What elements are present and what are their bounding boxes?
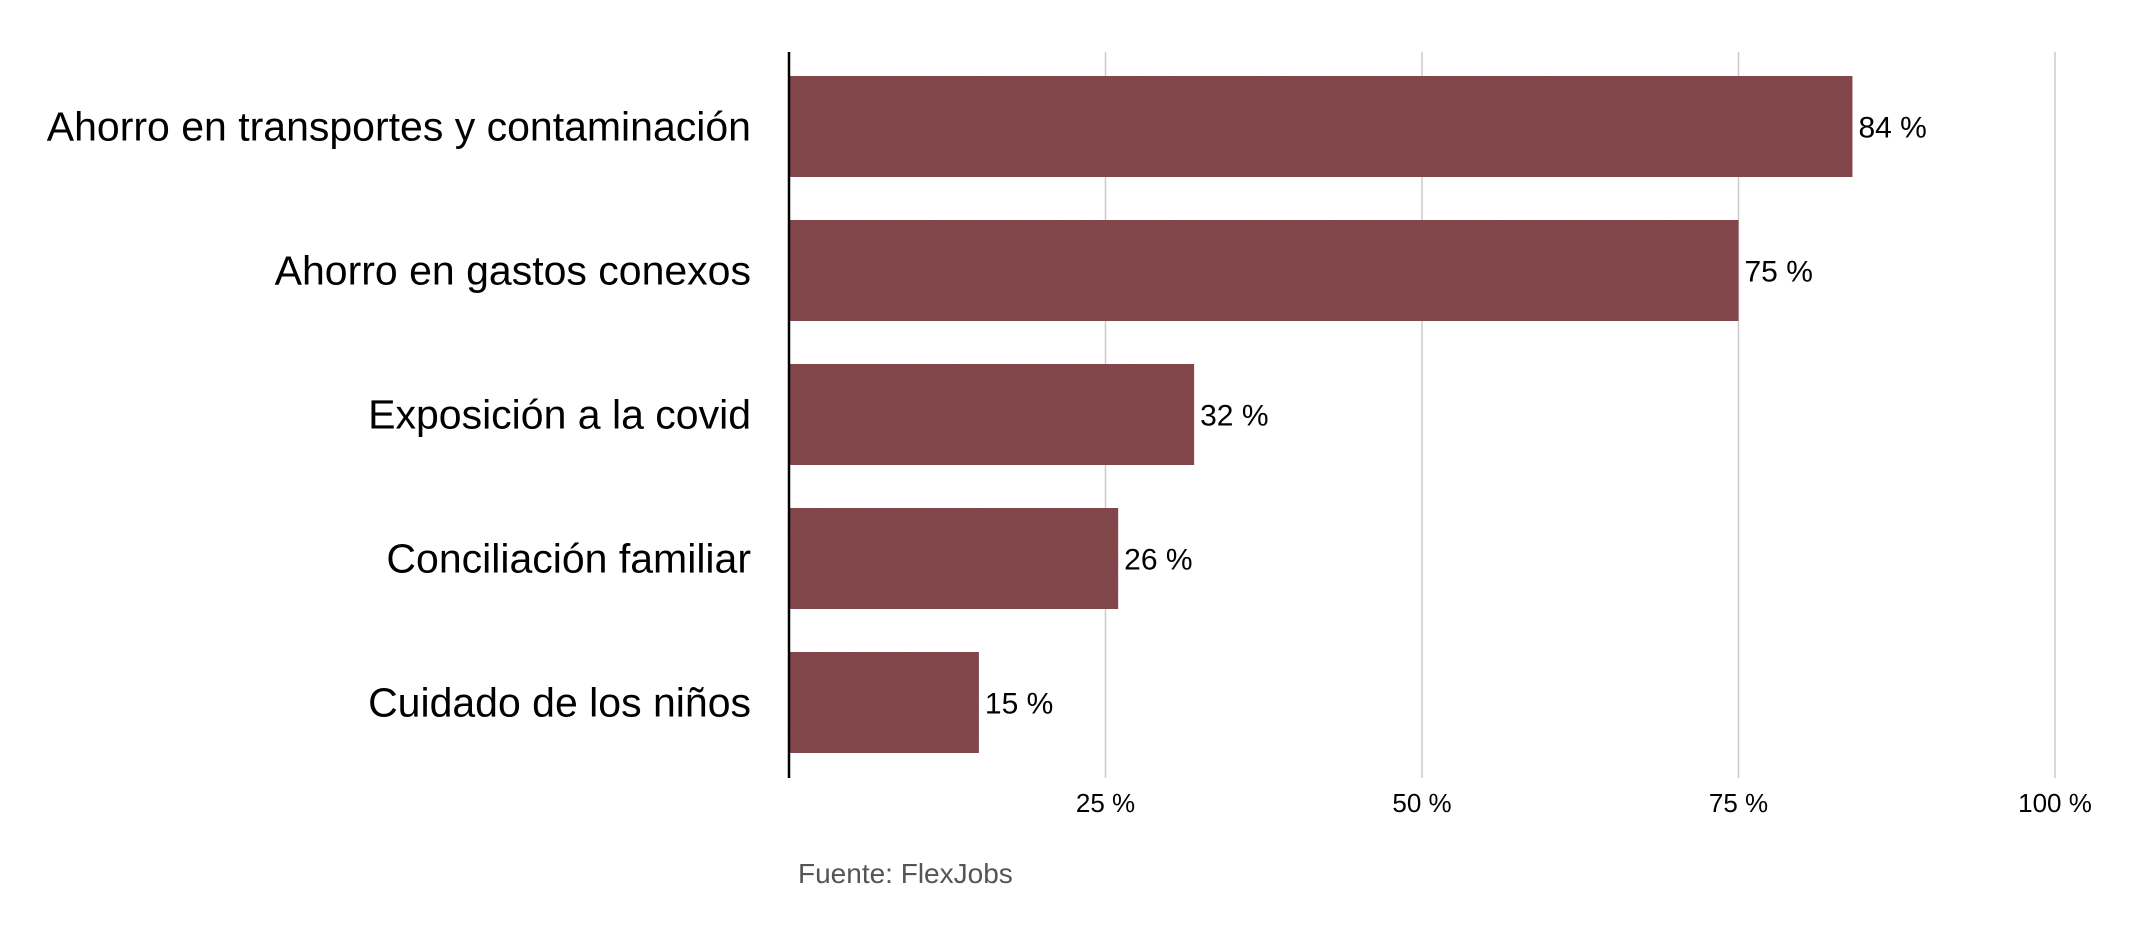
bar <box>789 652 979 753</box>
bar <box>789 76 1853 177</box>
x-tick-label: 75 % <box>1709 788 1768 818</box>
data-label: 84 % <box>1858 112 1926 145</box>
bar <box>789 364 1195 465</box>
source-note: Fuente: FlexJobs <box>798 858 1013 889</box>
category-label: Conciliación familiar <box>386 536 751 582</box>
data-label: 75 % <box>1745 256 1813 289</box>
category-label: Exposición a la covid <box>368 392 751 438</box>
bar <box>789 508 1119 609</box>
x-tick-label: 50 % <box>1392 788 1451 818</box>
data-label: 26 % <box>1124 544 1192 577</box>
category-label: Ahorro en gastos conexos <box>275 248 751 294</box>
data-label: 32 % <box>1200 400 1268 433</box>
bar <box>789 220 1739 321</box>
data-label: 15 % <box>985 688 1053 721</box>
category-label: Ahorro en transportes y contaminación <box>47 104 751 150</box>
bars <box>789 76 1853 753</box>
category-label: Cuidado de los niños <box>368 680 751 726</box>
x-tick-label: 25 % <box>1076 788 1135 818</box>
labels: 25 % 50 % 75 % 100 % Ahorro en transportes y… <box>47 104 2092 819</box>
x-tick-label: 100 % <box>2018 788 2092 818</box>
